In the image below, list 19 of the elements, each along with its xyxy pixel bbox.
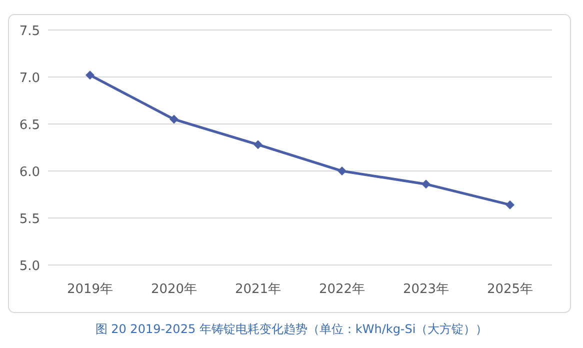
point xyxy=(86,70,94,80)
x-tick-label: 2021年 xyxy=(234,282,282,297)
x-tick-label: 2019年 xyxy=(66,282,114,297)
point xyxy=(422,180,430,189)
x-tick-label: 2023年 xyxy=(402,282,450,297)
x-tick-label: 2025年 xyxy=(486,282,534,297)
x-tick-label: 2022年 xyxy=(318,282,366,297)
y-tick-label: 5.5 xyxy=(19,212,40,227)
y-tick-label: 6.5 xyxy=(19,118,40,133)
point xyxy=(338,166,346,176)
y-tick-label: 7.0 xyxy=(19,71,40,86)
y-tick-label: 7.5 xyxy=(19,24,40,39)
y-tick-label: 6.0 xyxy=(19,165,40,180)
caption: 图 20 2019-2025 年铸锭电耗变化趋势（单位：kWh/kg-Si（大方锭）） xyxy=(95,322,488,336)
point xyxy=(170,114,178,124)
point xyxy=(506,200,514,210)
y-tick-label: 5.0 xyxy=(19,259,40,274)
x-tick-label: 2020年 xyxy=(150,282,198,297)
point xyxy=(254,140,262,150)
